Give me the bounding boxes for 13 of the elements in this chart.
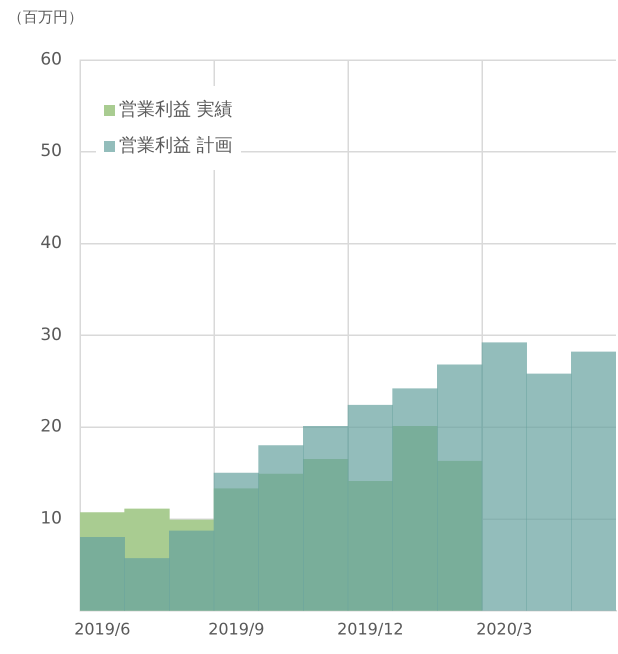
y-axis-title: （百万円） (8, 8, 83, 27)
x-tick-label: 2019/9 (208, 620, 264, 639)
legend-label: 営業利益 実績 (119, 98, 233, 122)
y-tick-label: 60 (40, 49, 62, 70)
x-tick-label: 2020/3 (476, 620, 532, 639)
y-tick-label: 50 (40, 141, 62, 162)
legend-label: 営業利益 計画 (119, 134, 233, 158)
y-tick-label: 20 (40, 416, 62, 437)
x-tick-label: 2019/6 (74, 620, 130, 639)
y-tick-label: 30 (40, 324, 62, 345)
y-tick-label: 10 (40, 508, 62, 528)
y-tick-label: 40 (40, 233, 62, 254)
x-tick-label: 2019/12 (337, 620, 404, 639)
